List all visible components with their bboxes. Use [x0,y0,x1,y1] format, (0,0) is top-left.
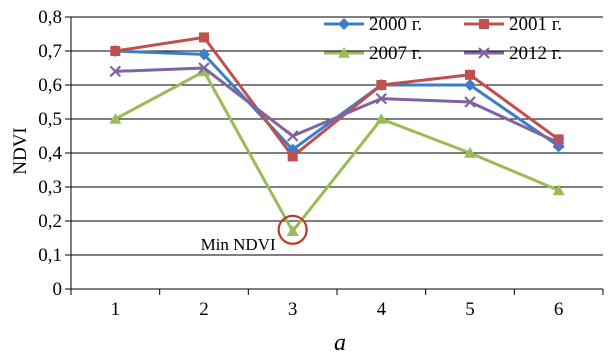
legend-label: 2012 г. [509,43,562,64]
series-line [115,35,560,158]
y-tick-label: 0,7 [38,41,62,62]
data-point-triangle [338,47,350,58]
data-point-diamond [198,48,210,61]
axes: 0 0,1 0,2 0,3 0,4 0,5 0,6 0,7 0,8 1 2 3 4 5 6 [38,7,604,320]
legend-label: 2000 г. [369,14,422,35]
data-point-triangle [375,113,388,124]
data-point-cross [552,137,565,149]
data-point-diamond [464,79,476,91]
min-ndvi-label: Min NDVI [201,235,276,254]
y-tick-label: 0,2 [38,211,62,232]
legend: 2000 г. 2001 г. 2007 г. 2012 г. [324,14,562,64]
x-tick-label: 4 [377,299,387,320]
y-tick-label: 0,1 [38,245,62,266]
data-point-square [110,46,121,56]
data-point-square [199,32,209,43]
data-point-cross [464,96,476,108]
legend-label: 2001 г. [509,14,562,35]
x-tick-label: 3 [288,299,298,320]
series-line [115,49,560,152]
y-tick-label: 0,8 [38,7,62,28]
data-point-triangle [552,184,565,196]
series-line [114,69,560,233]
min-ndvi-circle [277,214,308,245]
y-axis-title: NDVI [10,127,31,175]
data-point-cross [375,92,388,105]
data-point-square [376,80,387,90]
y-tick-label: 0,6 [38,75,62,96]
data-point-cross [109,65,122,78]
data-point-cross [478,47,490,59]
data-point-cross [286,130,299,142]
x-tick-label: 6 [554,299,564,320]
data-point-cross [198,62,210,74]
annotation: Min NDVI [201,214,308,254]
y-tick-label: 0,3 [38,177,62,198]
data-point-square [553,134,564,145]
y-tick-label: 0 [53,279,63,300]
y-tick-label: 0,5 [38,109,62,130]
data-point-triangle [198,65,210,77]
x-tick-label: 2 [199,299,209,320]
series-lines [109,32,565,236]
data-point-triangle [109,113,122,124]
data-point-square [465,69,475,80]
data-point-square [479,19,489,29]
data-point-square [287,151,298,162]
legend-label: 2007 г. [369,43,422,64]
x-tick-label: 1 [111,299,121,320]
x-tick-label: 5 [465,299,475,320]
series-line [115,66,560,145]
data-point-triangle [286,225,299,236]
data-point-diamond [338,18,350,30]
data-point-triangle [464,147,476,158]
y-tick-label: 0,4 [38,143,62,164]
chart-caption: a [334,330,346,356]
